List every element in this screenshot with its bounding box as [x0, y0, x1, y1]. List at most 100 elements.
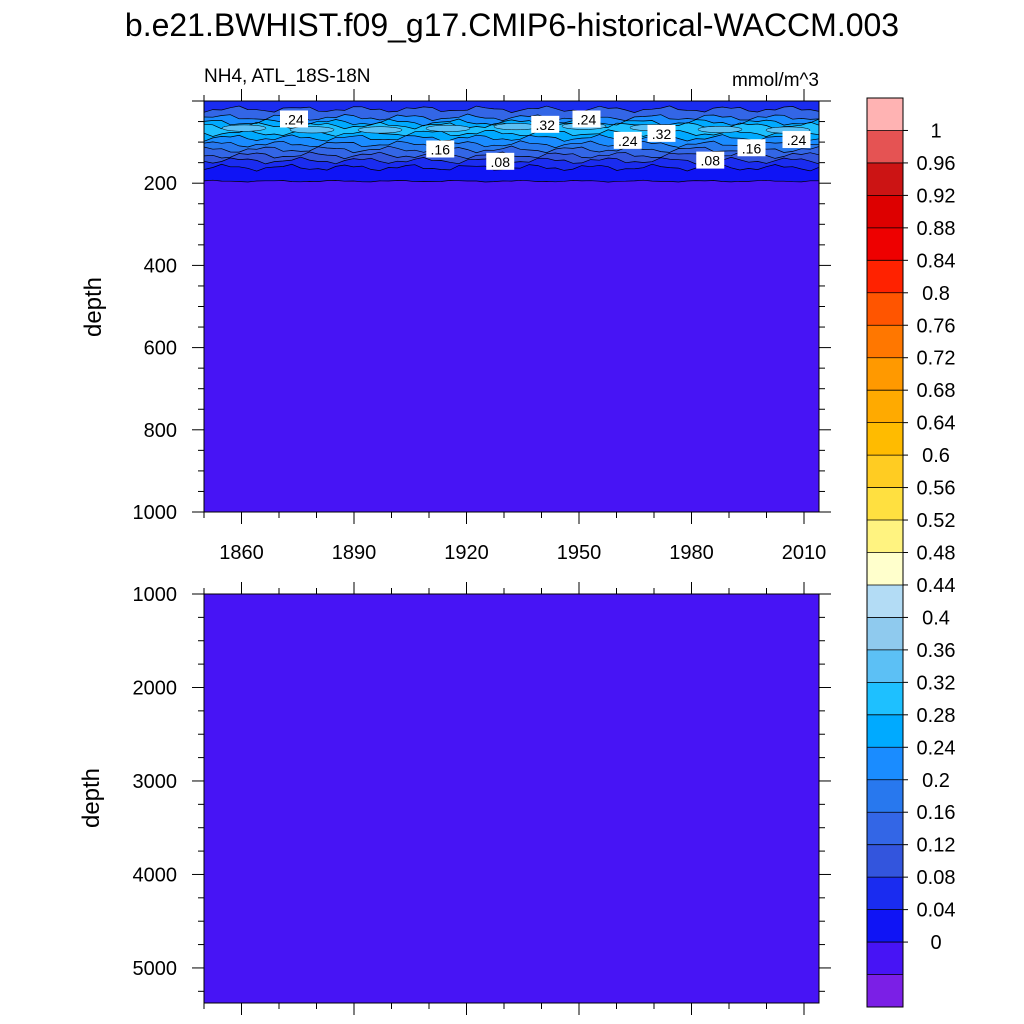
- colorbar-label: 0.56: [917, 478, 956, 500]
- contour-line: [203, 105, 820, 113]
- upper-y-axis-label: depth: [80, 277, 107, 337]
- colorbar-label: 0.68: [917, 380, 956, 402]
- contour-line: [203, 145, 820, 154]
- colorbar-label: 0.8: [922, 283, 950, 305]
- colorbar-swatch: [867, 552, 903, 586]
- svg-text:.24: .24: [787, 132, 807, 148]
- lower-x-ticks: [203, 582, 805, 1015]
- svg-text:.16: .16: [742, 140, 762, 156]
- contour-patch: [425, 124, 471, 132]
- contour-label: .24: [572, 110, 601, 128]
- colorbar-label: 0.08: [917, 867, 956, 889]
- colorbar-label: 0.16: [917, 802, 956, 824]
- colorbar-label: 0.12: [917, 835, 956, 857]
- colorbar-swatch: [867, 520, 903, 553]
- colorbar-swatch: [867, 942, 903, 975]
- subtitle-right: mmol/m^3: [732, 70, 819, 91]
- colorbar-swatch: [867, 260, 903, 294]
- contour-line: [203, 140, 820, 149]
- contour-label: .24: [280, 110, 308, 128]
- colorbar-swatch: [867, 227, 903, 261]
- contour-label: .32: [531, 115, 560, 133]
- y-tick-label: 4000: [133, 864, 178, 886]
- lower-panel-fill: [204, 594, 819, 1003]
- contour-label: .16: [737, 139, 766, 157]
- svg-text:.24: .24: [577, 111, 597, 127]
- colorbar-swatch: [867, 682, 903, 716]
- x-tick-label: 2010: [782, 542, 827, 564]
- upper-x-ticks: 1860 1890 1920 1950 1980 2010: [203, 89, 827, 564]
- colorbar-label: 0.24: [917, 737, 956, 759]
- colorbar-swatch: [867, 617, 903, 651]
- x-tick-label: 1860: [219, 542, 264, 564]
- contour-line: [203, 134, 820, 142]
- colorbar-label: 0: [930, 932, 941, 954]
- lower-panel-frame: [203, 593, 820, 1004]
- y-tick-label: 200: [144, 173, 177, 195]
- colorbar-swatch: [867, 422, 903, 456]
- colorbar-swatch: [867, 455, 903, 488]
- colorbar-label: 0.6: [922, 445, 950, 467]
- colorbar-label: 0.32: [917, 672, 956, 694]
- y-tick-label: 400: [144, 255, 177, 277]
- x-tick-label: 1890: [332, 542, 377, 564]
- colorbar-swatch: [867, 390, 903, 423]
- y-tick-label: 2000: [133, 677, 178, 699]
- colorbar-swatch: [867, 162, 903, 196]
- depth-band: [203, 179, 820, 513]
- colorbar-swatch: [867, 812, 903, 845]
- contour-patch: [697, 125, 743, 133]
- svg-text:.08: .08: [491, 154, 511, 170]
- lower-panel: 1000 2000 3000 4000 5000 depth: [78, 582, 831, 1015]
- colorbar-swatch: [867, 974, 903, 1008]
- y-tick-label: 1000: [133, 502, 178, 524]
- lower-y-axis-label: depth: [78, 768, 105, 828]
- contour-label: .32: [647, 124, 676, 142]
- colorbar-label: 0.84: [917, 250, 956, 272]
- figure-title: b.e21.BWHIST.f09_g17.CMIP6-historical-WA…: [125, 7, 899, 43]
- colorbar-swatch: [867, 779, 903, 813]
- colorbar-label: 0.2: [922, 770, 950, 792]
- x-tick-label: 1950: [557, 542, 602, 564]
- colorbar-label: 0.64: [917, 413, 956, 435]
- x-tick-label: 1980: [669, 542, 714, 564]
- colorbar-label: 0.28: [917, 705, 956, 727]
- colorbar-swatch: [867, 584, 903, 618]
- y-tick-label: 3000: [133, 771, 178, 793]
- contour-label: .24: [782, 131, 811, 149]
- colorbar-swatch: [867, 714, 903, 748]
- colorbar-swatch: [867, 909, 903, 943]
- colorbar-label: 0.04: [917, 900, 956, 922]
- colorbar: 1 0.96 0.92 0.88 0.84 0.8 0.76 0.72 0.68 0.64 0.6 0…: [866, 97, 956, 1008]
- contour-label: .08: [486, 152, 515, 170]
- colorbar-label: 0.88: [917, 218, 956, 240]
- colorbar-label: 0.92: [917, 185, 956, 207]
- colorbar-swatch: [867, 487, 903, 521]
- contour-label: .08: [696, 151, 725, 169]
- contour-line: [203, 179, 819, 183]
- contour-label: .24: [613, 131, 642, 149]
- y-tick-label: 5000: [133, 958, 178, 980]
- colorbar-swatch: [867, 325, 903, 359]
- colorbar-swatch: [867, 649, 903, 683]
- lower-y-ticks: 1000 2000 3000 4000 5000: [133, 584, 831, 992]
- svg-text:.32: .32: [652, 126, 672, 142]
- colorbar-swatch: [867, 195, 903, 229]
- y-tick-label: 800: [144, 420, 177, 442]
- subtitle-left: NH4, ATL_18S-18N: [204, 66, 371, 87]
- y-tick-label: 1000: [133, 584, 178, 606]
- contour-patch: [357, 126, 403, 134]
- svg-text:.32: .32: [536, 117, 556, 133]
- y-tick-label: 600: [144, 338, 177, 360]
- upper-panel-contours: [203, 105, 820, 183]
- colorbar-swatch: [867, 844, 903, 878]
- colorbar-label: 0.48: [917, 543, 956, 565]
- svg-text:.24: .24: [618, 133, 638, 149]
- contour-patch: [289, 126, 335, 134]
- upper-panel: .24 .32 .24 .24 .32 .24 .16 .16 .08 .08 200 400 600…: [80, 89, 831, 564]
- svg-text:.24: .24: [284, 111, 304, 127]
- colorbar-label: 0.4: [922, 607, 950, 629]
- colorbar-label: 0.76: [917, 315, 956, 337]
- colorbar-swatch: [867, 98, 903, 131]
